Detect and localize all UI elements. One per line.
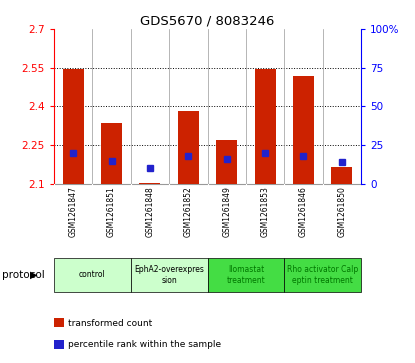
Text: GSM1261848: GSM1261848 [145, 186, 154, 237]
Bar [293, 76, 314, 184]
Bar [139, 183, 161, 184]
Bar [101, 123, 122, 184]
Text: Ilomastat
treatment: Ilomastat treatment [227, 265, 265, 285]
Bar [254, 69, 276, 184]
Text: protocol: protocol [2, 270, 45, 280]
Text: GSM1261850: GSM1261850 [337, 186, 347, 237]
Title: GDS5670 / 8083246: GDS5670 / 8083246 [140, 15, 275, 28]
Bar [331, 167, 352, 184]
Text: ▶: ▶ [30, 270, 38, 280]
Bar [63, 69, 84, 184]
Bar [216, 140, 237, 184]
Text: control: control [79, 270, 106, 280]
Bar [178, 111, 199, 184]
Text: percentile rank within the sample: percentile rank within the sample [68, 340, 221, 349]
Text: GSM1261849: GSM1261849 [222, 186, 231, 237]
Text: GSM1261846: GSM1261846 [299, 186, 308, 237]
Text: GSM1261852: GSM1261852 [184, 186, 193, 237]
Text: GSM1261847: GSM1261847 [68, 186, 78, 237]
Text: transformed count: transformed count [68, 319, 152, 327]
Text: Rho activator Calp
eptin treatment: Rho activator Calp eptin treatment [287, 265, 358, 285]
Text: GSM1261853: GSM1261853 [261, 186, 270, 237]
Text: EphA2-overexpres
sion: EphA2-overexpres sion [134, 265, 204, 285]
Text: GSM1261851: GSM1261851 [107, 186, 116, 237]
